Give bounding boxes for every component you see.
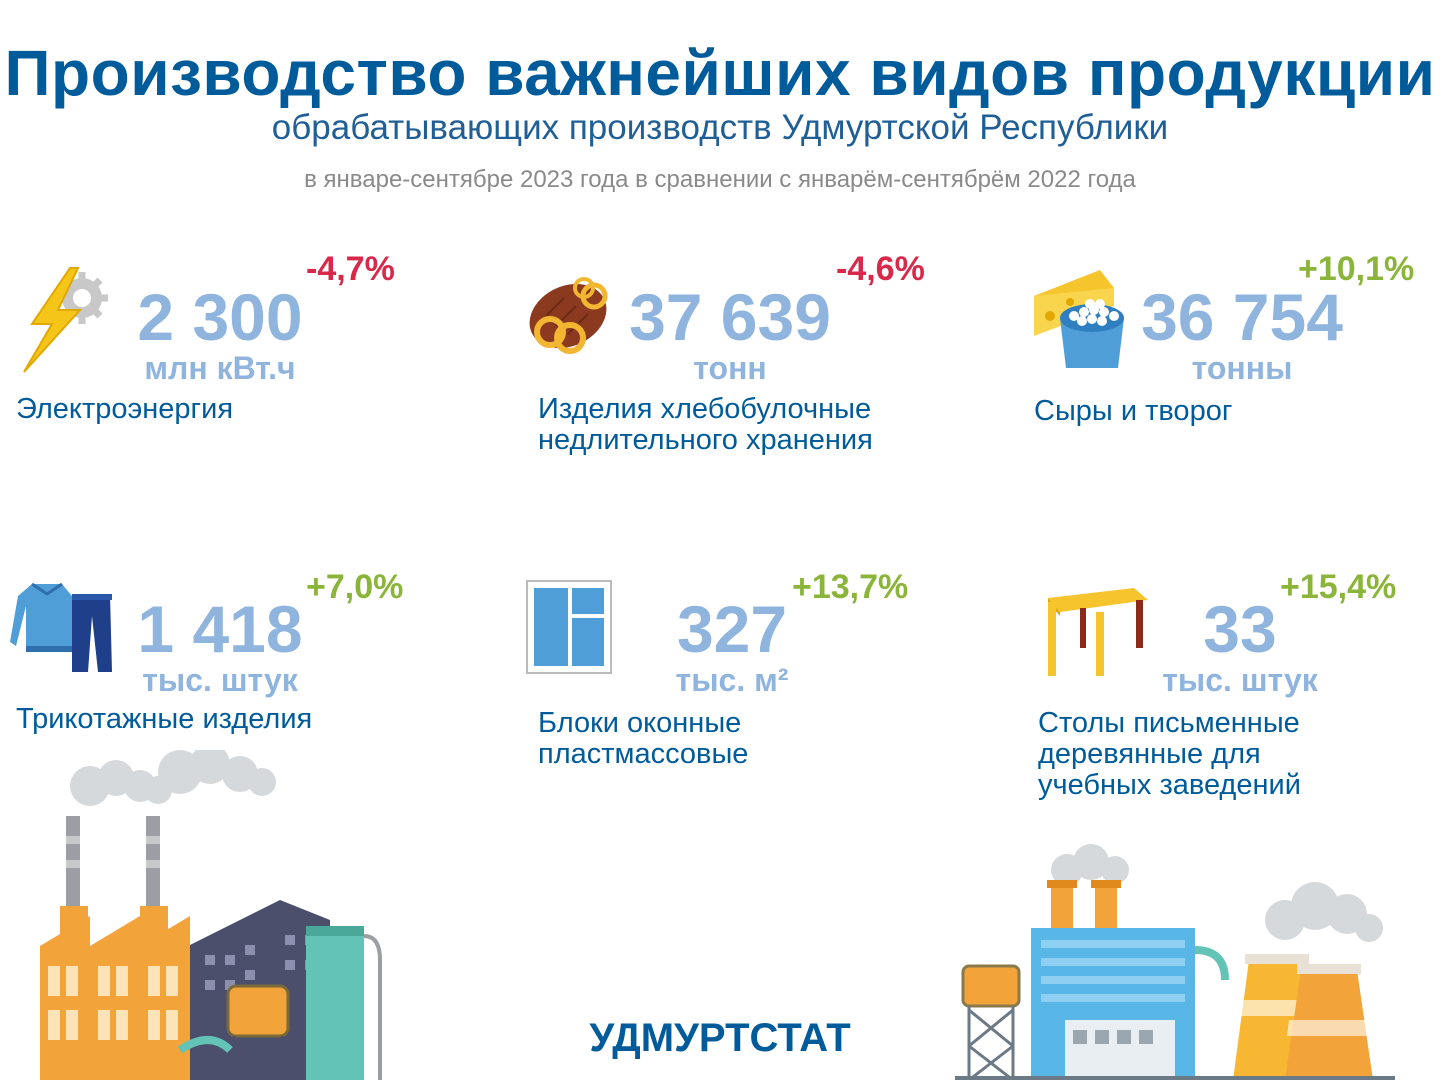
page-title: Производство важнейших видов продукции — [4, 37, 1436, 109]
item-value: 36 754 — [1141, 280, 1343, 354]
item-change: +7,0% — [306, 568, 404, 606]
item-unit: тонн — [693, 350, 767, 386]
item-label: Блоки оконные пластмассовые — [538, 707, 749, 770]
desk-icon — [1048, 588, 1148, 676]
item-unit: тыс. штук — [142, 662, 298, 698]
item-value: 327 — [676, 592, 788, 666]
item-unit: тыс. м² — [675, 662, 789, 698]
item-label: Трикотажные изделия — [16, 703, 313, 735]
item-unit: тыс. штук — [1162, 662, 1318, 698]
item-label: Столы письменные деревянные для учебных … — [1038, 707, 1301, 801]
item-unit: тонны — [1191, 350, 1293, 386]
item-change: +15,4% — [1280, 568, 1397, 606]
page-subtitle: обрабатывающих производств Удмуртской Ре… — [271, 108, 1169, 147]
knitwear-icon — [10, 582, 112, 672]
factory-left-illustration — [40, 750, 382, 1080]
item-label: Сыры и творог — [1034, 395, 1233, 427]
item-value: 1 418 — [137, 592, 303, 666]
item-change: +13,7% — [792, 568, 909, 606]
item-value: 33 — [1203, 592, 1277, 666]
item-change: -4,7% — [306, 250, 395, 288]
period-caption: в январе-сентябре 2023 года в сравнении … — [304, 166, 1136, 193]
cheese-icon — [1034, 270, 1124, 368]
window-icon — [526, 580, 612, 674]
item-label: Электроэнергия — [16, 393, 234, 425]
item-label: Изделия хлебобулочные недлительного хран… — [538, 393, 873, 456]
factory-right-illustration — [955, 844, 1395, 1080]
udmurtstat-logo: УДМУРТСТАТ — [589, 1016, 851, 1060]
bread-icon — [529, 277, 608, 354]
item-change: +10,1% — [1298, 250, 1415, 288]
item-value: 37 639 — [629, 280, 831, 354]
item-change: -4,6% — [836, 250, 925, 288]
lightning-gear-icon — [23, 267, 108, 373]
item-value: 2 300 — [137, 280, 303, 354]
item-unit: млн кВт.ч — [144, 350, 296, 386]
